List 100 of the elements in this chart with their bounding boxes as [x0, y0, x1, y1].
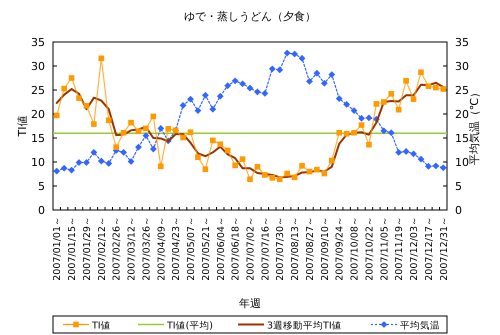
point — [425, 162, 432, 170]
point — [254, 164, 260, 170]
y2-tick-label: 20 — [455, 108, 469, 121]
point — [418, 156, 424, 163]
point — [224, 148, 230, 154]
point — [350, 107, 358, 114]
point — [105, 160, 112, 167]
point — [53, 168, 60, 175]
point — [276, 176, 283, 182]
x-tick-label: 2007/01/15～ — [67, 216, 78, 281]
y-tick-label: 20 — [31, 108, 45, 121]
x-tick-label: 2007/05/07～ — [186, 216, 198, 281]
point — [388, 129, 395, 136]
point — [292, 174, 298, 180]
point — [426, 83, 432, 89]
x-tick-label: 2007/02/26～ — [112, 216, 123, 281]
y-tick-label: 0 — [38, 204, 45, 217]
point — [336, 95, 343, 102]
point — [284, 170, 290, 176]
title: ゆで・蒸しうどん（夕食） — [184, 10, 316, 23]
y-tick-label: 30 — [31, 60, 45, 73]
x-tick-label: 2007/02/12～ — [96, 216, 108, 281]
point — [314, 70, 320, 77]
x-tick-label: 2007/01/29～ — [82, 216, 93, 281]
x-tick-label: 2007/07/30～ — [275, 216, 286, 281]
legend-label: 平均気温 — [400, 320, 440, 332]
point — [246, 84, 254, 92]
point — [188, 129, 194, 136]
x-tick-label: 2007/11/05～ — [379, 216, 390, 281]
x-tick-label: 2007/01/01～ — [52, 216, 64, 281]
point — [396, 106, 402, 112]
point — [76, 159, 82, 166]
point — [336, 130, 342, 136]
point — [202, 92, 209, 99]
point — [366, 142, 372, 148]
x-tick-label: 2007/10/08～ — [350, 216, 361, 281]
point — [298, 54, 306, 62]
point — [270, 175, 276, 181]
point — [433, 84, 439, 90]
point — [143, 126, 149, 132]
point — [142, 132, 150, 139]
point — [306, 78, 313, 85]
point — [194, 107, 202, 114]
point — [68, 166, 75, 174]
point — [210, 138, 216, 144]
x-tick-label: 2007/03/26～ — [141, 216, 152, 281]
x-tick-label: 2007/07/02～ — [246, 216, 256, 281]
y2-tick-label: 30 — [455, 60, 469, 73]
x-tick-label: 2007/03/12～ — [126, 216, 138, 281]
point — [395, 149, 402, 156]
point — [98, 56, 104, 62]
point — [187, 96, 194, 103]
x-tick-label: 2007/09/24～ — [334, 216, 346, 281]
point — [76, 95, 82, 101]
point — [343, 101, 350, 108]
point — [60, 164, 68, 172]
point — [262, 172, 268, 178]
point — [84, 103, 90, 109]
point — [113, 144, 119, 150]
point — [158, 164, 164, 170]
point — [90, 149, 98, 156]
point — [403, 78, 409, 84]
legend-label: TI値(平均) — [166, 320, 214, 332]
point — [150, 114, 156, 120]
point — [358, 122, 364, 128]
x-axis-title: 年週 — [239, 297, 261, 310]
point — [276, 66, 284, 74]
y-tick-label: 10 — [31, 156, 45, 169]
point — [165, 126, 172, 132]
point — [195, 154, 201, 160]
point — [314, 166, 320, 172]
point — [217, 141, 224, 148]
y-tick-label: 25 — [31, 84, 45, 97]
y-axis-title: TI値 — [16, 116, 29, 138]
point — [202, 166, 208, 172]
point — [98, 158, 105, 164]
point — [320, 80, 328, 87]
x-tick-label: 2007/04/09～ — [156, 216, 168, 281]
x-tick-label: 2007/08/27～ — [304, 216, 316, 281]
point — [157, 125, 164, 132]
point — [120, 149, 128, 156]
point — [402, 148, 410, 155]
point — [410, 150, 417, 158]
point — [306, 168, 312, 174]
point — [344, 130, 350, 136]
x-tick-label: 2007/06/18～ — [230, 216, 242, 281]
x-tick-label: 2007/09/10～ — [320, 216, 331, 281]
point — [440, 86, 446, 92]
point — [322, 170, 328, 176]
point — [291, 50, 298, 58]
point — [120, 130, 126, 136]
point — [54, 112, 60, 118]
y-tick-label: 15 — [31, 132, 45, 145]
point — [366, 114, 372, 122]
x-tick-label: 2007/12/03～ — [409, 216, 420, 281]
point — [388, 91, 394, 97]
x-tick-label: 2007/04/23～ — [171, 216, 182, 281]
point — [284, 50, 291, 56]
y2-tick-label: 35 — [455, 36, 469, 49]
point — [328, 158, 335, 164]
